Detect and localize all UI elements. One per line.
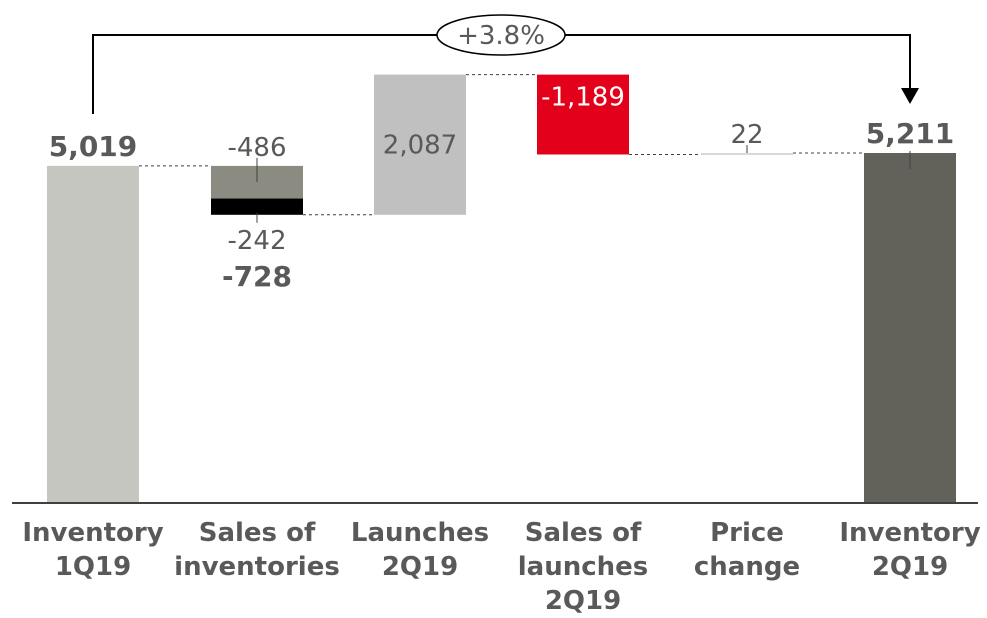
category-label-line: change [694,552,800,582]
category-label-line: 2Q19 [872,552,948,582]
category-label-line: inventories [174,552,340,582]
category-label: Sales of launches 2Q19 [518,518,649,616]
data-label-delta: -242 [227,226,286,256]
bars-group [47,74,956,503]
data-label-delta: -1,189 [541,83,625,113]
category-labels-group: Inventory 1Q19 Sales of inventories Launches… [22,518,980,616]
bar-delta-4 [701,153,793,155]
data-label-delta: 2,087 [383,131,457,161]
category-label-line: Sales of [525,518,642,548]
data-label-delta-total: -728 [222,260,292,293]
category-label-line: Launches [351,518,489,548]
category-label-line: 2Q19 [382,552,458,582]
category-label-line: Sales of [199,518,316,548]
change-annotation: +3.8% [92,14,919,114]
change-bracket-line [92,34,911,114]
category-label-line: 1Q19 [55,552,131,582]
category-label: Launches 2Q19 [351,518,489,582]
change-badge [436,14,566,56]
category-label-line: Inventory [22,518,163,548]
category-label: Inventory 1Q19 [22,518,163,582]
connector-lines [139,74,864,216]
category-label: Price change [694,518,800,582]
category-label: Sales of inventories [174,518,340,582]
bar-inventory-1q19 [47,165,139,503]
bar-delta-3 [537,74,629,155]
change-annotation-text: +3.8% [457,21,545,51]
category-label-line: Price [710,518,784,548]
data-label-total: 5,019 [49,130,138,163]
category-label-line: Inventory [839,518,980,548]
category-label: Inventory 2Q19 [839,518,980,582]
data-label-total: 5,211 [866,117,955,150]
category-label-line: launches [518,552,649,582]
bar-delta-2 [374,74,466,215]
category-label-line: 2Q19 [545,586,621,616]
bar-inventory-2q19 [864,153,956,503]
arrowhead-icon [901,88,919,104]
bar-sales-of-inventories-part-2 [211,198,303,215]
